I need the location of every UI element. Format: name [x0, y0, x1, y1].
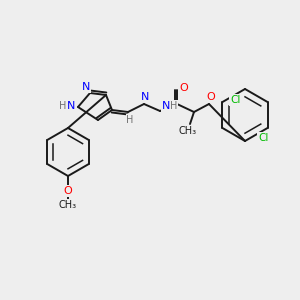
Text: H: H: [59, 101, 67, 111]
Text: CH₃: CH₃: [179, 126, 197, 136]
Text: N: N: [141, 92, 149, 102]
Text: Cl: Cl: [258, 133, 269, 143]
Text: H: H: [126, 115, 134, 125]
Text: N: N: [162, 101, 170, 111]
Text: O: O: [207, 92, 215, 102]
Text: Cl: Cl: [230, 95, 241, 105]
Text: N: N: [82, 82, 90, 92]
Text: N: N: [67, 101, 75, 111]
Text: O: O: [180, 83, 188, 93]
Text: CH₃: CH₃: [59, 200, 77, 210]
Text: O: O: [64, 186, 72, 196]
Text: H: H: [170, 101, 178, 111]
